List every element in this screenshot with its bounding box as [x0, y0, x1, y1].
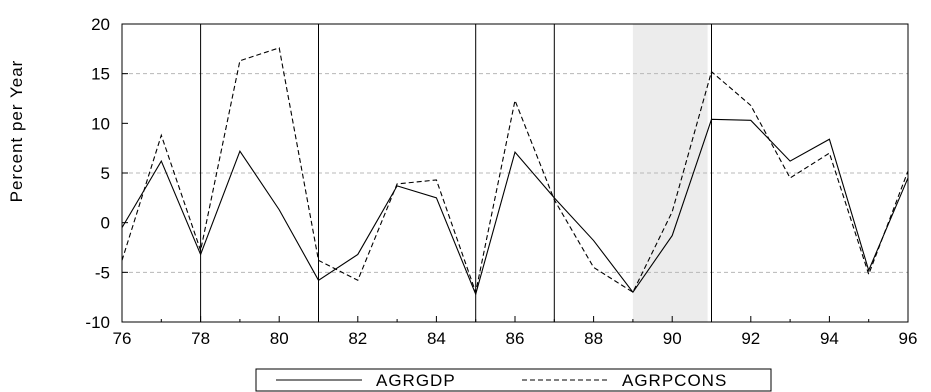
y-tick-label-0: 0 [101, 214, 110, 233]
x-tick-label-76: 76 [113, 329, 132, 348]
axis-layer: 76 78 80 82 84 86 88 90 92 94 96 20 15 10 5 0 -5 -10 [85, 15, 917, 348]
series-layer [121, 47, 909, 296]
x-tick-label-96: 96 [899, 329, 918, 348]
x-tick-label-90: 90 [663, 329, 682, 348]
x-tick-label-86: 86 [506, 329, 525, 348]
series-line-agrpcons [121, 47, 909, 295]
series-line-agrgdp [121, 118, 909, 296]
x-tick-label-78: 78 [191, 329, 210, 348]
x-tick-label-88: 88 [584, 329, 603, 348]
legend: AGRGDP AGRPCONS [255, 368, 772, 392]
x-tick-label-92: 92 [741, 329, 760, 348]
legend-box [255, 368, 772, 392]
grid-layer [122, 73, 908, 273]
x-tick-label-82: 82 [348, 329, 367, 348]
x-tick-label-94: 94 [820, 329, 839, 348]
y-tick-label-neg5: -5 [95, 263, 110, 282]
legend-entry-agrpcons: AGRPCONS [622, 371, 727, 390]
x-tick-label-80: 80 [270, 329, 289, 348]
y-axis-label: Percent per Year [7, 60, 26, 203]
legend-entry-agrgdp: AGRGDP [376, 371, 456, 390]
x-tick-label-84: 84 [427, 329, 446, 348]
vertical-lines-layer [200, 24, 712, 322]
y-tick-label-5: 5 [101, 164, 110, 183]
y-tick-label-15: 15 [91, 65, 110, 84]
y-tick-label-20: 20 [91, 15, 110, 34]
y-tick-label-10: 10 [91, 114, 110, 133]
y-tick-label-neg10: -10 [85, 313, 110, 332]
